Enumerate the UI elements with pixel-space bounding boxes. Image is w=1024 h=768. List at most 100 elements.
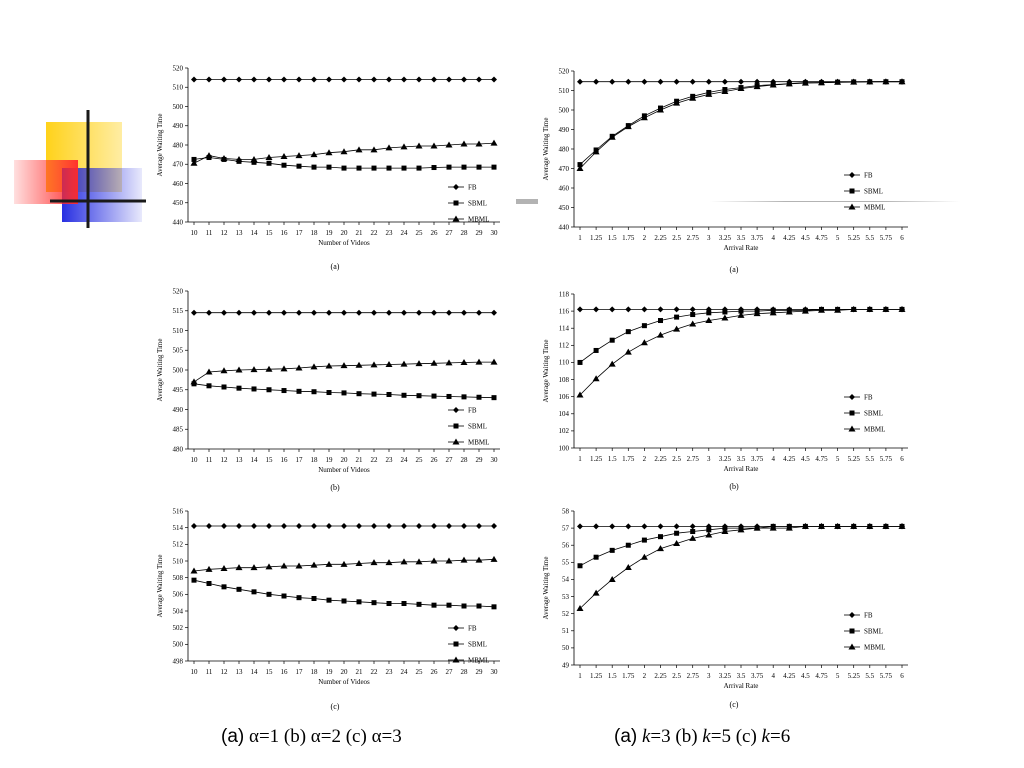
data-point-mbml [265, 154, 273, 161]
data-point-mbml [475, 358, 483, 365]
legend-label-fb: FB [468, 406, 477, 414]
x-tick-label: 22 [371, 456, 379, 464]
x-tick-label: 13 [236, 668, 244, 676]
y-tick-label: 500 [173, 641, 184, 649]
data-point-sbml [281, 388, 287, 394]
legend: FB SBML MBML [844, 611, 885, 651]
data-point-fb [673, 523, 680, 530]
data-point-mbml [705, 90, 713, 97]
y-tick-label: 49 [562, 661, 570, 669]
x-tick-label: 14 [251, 229, 259, 237]
legend-label-fb: FB [864, 611, 873, 619]
x-tick-label: 6 [900, 672, 904, 680]
x-tick-label: 5.75 [880, 672, 893, 680]
series-mbml [576, 522, 906, 612]
x-tick-label: 27 [446, 456, 454, 464]
data-point-fb [446, 76, 452, 83]
legend-label-mbml: MBML [468, 438, 489, 446]
data-point-sbml [356, 599, 362, 605]
y-tick-label: 116 [559, 307, 570, 315]
data-point-mbml [385, 559, 393, 566]
data-point-mbml [220, 367, 228, 374]
data-point-fb [281, 76, 287, 83]
caption-right-t1: =3 (b) [650, 726, 703, 747]
data-point-mbml [592, 375, 600, 382]
x-tick-label: 15 [266, 456, 274, 464]
subcaption: (a) [331, 262, 340, 271]
data-point-mbml [850, 305, 858, 312]
data-point-mbml [576, 605, 584, 612]
data-point-mbml [220, 565, 228, 571]
y-tick-label: 57 [562, 524, 570, 532]
data-point-fb [609, 78, 616, 85]
series-sbml [191, 155, 497, 171]
data-point-sbml [416, 393, 422, 399]
x-tick-label: 4 [771, 234, 775, 242]
legend-marker-fb [453, 184, 459, 190]
data-point-mbml [673, 99, 681, 106]
x-tick-label: 5 [836, 234, 840, 242]
data-point-mbml [445, 359, 453, 366]
x-tick-label: 14 [251, 668, 259, 676]
x-tick-label: 5 [836, 455, 840, 463]
data-point-sbml [658, 318, 663, 324]
data-point-mbml [235, 366, 243, 373]
subcaption: (b) [729, 482, 739, 491]
data-point-mbml [205, 368, 213, 375]
data-point-sbml [386, 601, 392, 606]
x-tick-label: 10 [191, 456, 199, 464]
subcaption: (c) [730, 700, 739, 709]
legend-marker-sbml [453, 423, 459, 429]
y-tick-label: 510 [559, 87, 570, 95]
x-tick-label: 24 [401, 668, 409, 676]
data-point-fb [673, 78, 680, 85]
data-point-mbml [280, 562, 288, 569]
data-point-fb [221, 523, 227, 529]
legend-label-sbml: SBML [864, 187, 883, 195]
data-point-mbml [705, 317, 713, 324]
data-point-fb [251, 523, 257, 529]
y-axis-title: Average Waiting Time [156, 339, 164, 402]
data-point-sbml [722, 309, 728, 315]
y-tick-label: 54 [562, 576, 570, 584]
data-point-sbml [386, 165, 392, 171]
data-point-sbml [577, 563, 583, 569]
data-point-mbml [235, 564, 243, 571]
data-point-sbml [371, 600, 377, 606]
data-point-mbml [190, 378, 198, 385]
x-tick-label: 12 [221, 668, 229, 676]
data-point-fb [431, 523, 437, 529]
data-point-mbml [310, 151, 318, 158]
series-sbml [191, 381, 497, 401]
data-point-mbml [624, 123, 632, 130]
x-tick-label: 4.25 [783, 455, 796, 463]
data-point-fb [341, 523, 347, 529]
data-point-fb [625, 306, 632, 313]
x-tick-label: 4.5 [801, 455, 810, 463]
y-tick-label: 490 [173, 122, 184, 130]
x-tick-label: 2.75 [687, 672, 700, 680]
data-point-sbml [191, 577, 197, 583]
y-tick-label: 520 [173, 64, 184, 72]
x-tick-label: 3.25 [719, 455, 732, 463]
legend-marker-mbml [452, 656, 460, 663]
x-tick-label: 23 [386, 668, 394, 676]
data-point-fb [386, 309, 392, 316]
series-mbml [190, 139, 498, 166]
gray-dash [516, 199, 538, 204]
y-tick-label: 440 [173, 218, 184, 226]
data-point-fb [341, 76, 347, 83]
y-tick-label: 498 [173, 657, 184, 665]
caption-right-k3: k [761, 726, 770, 747]
data-point-sbml [356, 165, 362, 171]
data-point-mbml [340, 362, 348, 369]
x-tick-label: 13 [236, 456, 244, 464]
data-point-sbml [577, 359, 583, 365]
data-point-fb [641, 523, 648, 530]
data-point-sbml [491, 395, 497, 401]
legend: FB SBML MBML [448, 406, 489, 446]
caption-right-k1: k [641, 726, 651, 747]
data-point-fb [356, 309, 362, 316]
y-tick-label: 520 [559, 67, 570, 75]
data-point-sbml [706, 310, 712, 316]
